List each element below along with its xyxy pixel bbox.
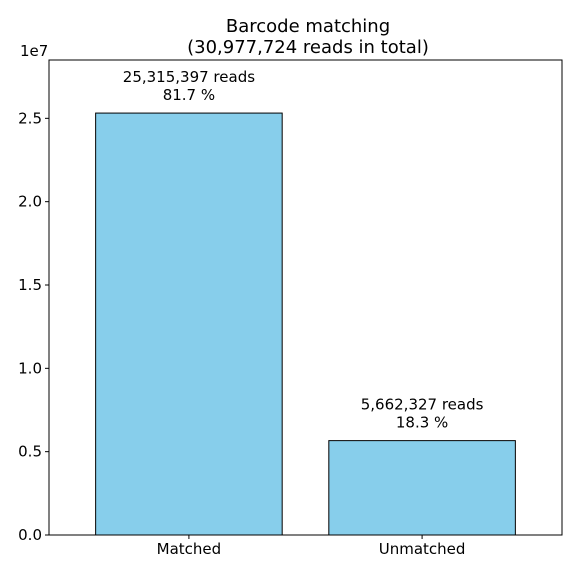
bar-label-reads-unmatched: 5,662,327 reads xyxy=(361,396,484,414)
y-tick-label: 2.0 xyxy=(18,193,42,211)
y-tick-label: 2.5 xyxy=(18,109,42,127)
y-tick-label: 1.0 xyxy=(18,359,42,377)
y-tick-label: 0.5 xyxy=(18,443,42,461)
bar-unmatched xyxy=(328,440,516,536)
x-tick-label-matched: Matched xyxy=(157,540,222,558)
y-tick-label: 0.0 xyxy=(18,526,42,544)
bars-layer xyxy=(95,112,516,536)
bar-label-percent-matched: 81.7 % xyxy=(163,86,215,104)
y-tick-label: 1.5 xyxy=(18,276,42,294)
x-tick-label-unmatched: Unmatched xyxy=(379,540,466,558)
bar-label-percent-unmatched: 18.3 % xyxy=(396,414,448,432)
y-axis-scale-label: 1e7 xyxy=(20,42,48,60)
plot-area-frame xyxy=(48,59,563,536)
axis-ticks-layer: Matched Unmatched 0.0 0.5 1.0 1.5 2.0 2.5 xyxy=(18,109,465,558)
bar-matched xyxy=(95,112,283,536)
chart-subtitle: (30,977,724 reads in total) xyxy=(187,37,429,58)
chart-title: Barcode matching xyxy=(226,16,390,37)
bar-label-reads-matched: 25,315,397 reads xyxy=(123,68,255,86)
